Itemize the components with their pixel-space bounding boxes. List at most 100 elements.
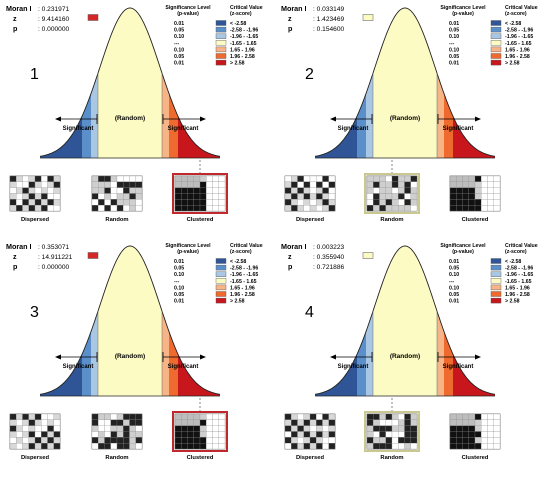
- clustered-map-cell: [199, 181, 207, 188]
- legend-sig-subheader: (p-value): [452, 249, 474, 255]
- significant-left-label: Significant: [63, 364, 94, 370]
- random-map-cell: [110, 193, 118, 200]
- legend-swatch-4: [215, 46, 227, 53]
- clustered-map-cell: [174, 419, 182, 426]
- legend-z-4: 1.65 - 1.96: [230, 47, 255, 53]
- curve-band-4: [437, 311, 444, 396]
- dispersed-map-cell: [9, 175, 17, 182]
- clustered-map-cell: [212, 193, 219, 200]
- random-map-cell: [366, 205, 374, 212]
- panel-number: 3: [30, 304, 39, 321]
- dispersed-map-cell: [284, 193, 292, 200]
- dispersed-map-cell: [316, 431, 323, 438]
- dispersed-map-cell: [34, 443, 42, 450]
- dispersed-map-cell: [28, 413, 36, 420]
- legend-z-1: -2.58 - -1.96: [505, 266, 533, 272]
- legend-swatch-5: [215, 53, 227, 59]
- dispersed-map-cell: [322, 199, 329, 206]
- legend-p-2: 0.10: [449, 34, 459, 40]
- clustered-map-cell: [456, 443, 463, 450]
- random-map-cell: [404, 437, 411, 444]
- clustered-map: [449, 175, 501, 212]
- random-map-cell: [373, 443, 380, 450]
- dispersed-map-cell: [291, 205, 298, 212]
- clustered-map-cell: [493, 425, 501, 432]
- dispersed-map-cell: [28, 425, 36, 432]
- dispersed-map-cell: [309, 205, 317, 212]
- dispersed-map-cell: [16, 193, 23, 200]
- clustered-map-cell: [462, 193, 469, 200]
- curve-band-6: [178, 116, 220, 158]
- legend-sig-subheader: (p-value): [452, 11, 474, 17]
- random-label: (Random): [115, 353, 145, 360]
- legend-crit-subheader: (z-score): [230, 249, 252, 255]
- dispersed-map-cell: [309, 437, 317, 444]
- panel-number: 2: [305, 66, 314, 83]
- dispersed-map-cell: [9, 187, 17, 194]
- legend-z-0: < -2.58: [505, 21, 521, 27]
- curve-band-5: [444, 93, 453, 158]
- random-map-cell: [410, 443, 418, 450]
- clustered-map-cell: [218, 199, 226, 206]
- clustered-map-cell: [199, 419, 207, 426]
- clustered-map-cell: [449, 199, 457, 206]
- clustered-map-cell: [199, 437, 207, 444]
- clustered-map-cell: [206, 175, 213, 182]
- clustered-map-cell: [449, 419, 457, 426]
- legend-swatch-5: [490, 53, 502, 59]
- p-label: p: [13, 24, 18, 33]
- clustered-map-cell: [218, 205, 226, 212]
- dispersed-map-cell: [41, 425, 48, 432]
- random-map-cell: [135, 205, 143, 212]
- z-value: : 0.355940: [313, 254, 344, 261]
- clustered-map-cell: [174, 425, 182, 432]
- clustered-map-cell: [462, 175, 469, 182]
- clustered-map-cell: [493, 175, 501, 182]
- dispersed-map-cell: [328, 437, 336, 444]
- random-map-cell: [116, 443, 124, 450]
- random-map-cell: [110, 419, 118, 426]
- random-map-cell: [391, 431, 399, 438]
- curve-band-0: [40, 354, 82, 396]
- legend-swatch-0: [490, 258, 502, 264]
- dispersed-map-cell: [322, 205, 329, 212]
- clustered-map-cell: [174, 437, 182, 444]
- legend-p-5: 0.05: [449, 54, 459, 60]
- random-map-cell: [91, 193, 99, 200]
- clustered-map-cell: [174, 413, 182, 420]
- clustered-map-cell: [206, 181, 213, 188]
- dispersed-map-cell: [47, 205, 54, 212]
- clustered-map-cell: [212, 443, 219, 450]
- dispersed-map-cell: [316, 437, 323, 444]
- dispersed-map-cell: [47, 175, 54, 182]
- arrow-right-head: [200, 116, 206, 122]
- dispersed-map-cell: [53, 181, 61, 188]
- moran-i-value: : 0.003223: [313, 244, 344, 251]
- random-map-cell: [404, 193, 411, 200]
- dispersed-map-cell: [22, 419, 29, 426]
- curve-band-1: [357, 331, 366, 396]
- random-map-cell: [373, 413, 380, 420]
- random-map-cell: [129, 187, 136, 194]
- random-map-cell: [135, 431, 143, 438]
- clustered-map-cell: [449, 175, 457, 182]
- random-map-cell: [410, 413, 418, 420]
- dispersed-map-cell: [41, 175, 48, 182]
- random-map-cell: [398, 199, 405, 206]
- curve-band-3: [98, 8, 162, 158]
- random-map-cell: [98, 175, 105, 182]
- curve-band-6: [453, 354, 495, 396]
- random-map-cell: [404, 205, 411, 212]
- random-map-cell: [123, 193, 130, 200]
- random-map-cell: [123, 431, 130, 438]
- random-map-cell: [385, 413, 393, 420]
- random-map-cell: [135, 437, 143, 444]
- clustered-map-cell: [474, 199, 482, 206]
- clustered-map-cell: [218, 425, 226, 432]
- dispersed-map-cell: [303, 437, 311, 444]
- random-map-cell: [98, 193, 105, 200]
- random-map-cell: [398, 181, 405, 188]
- clustered-map-cell: [456, 193, 463, 200]
- clustered-map-cell: [487, 187, 494, 194]
- clustered-map-cell: [181, 187, 188, 194]
